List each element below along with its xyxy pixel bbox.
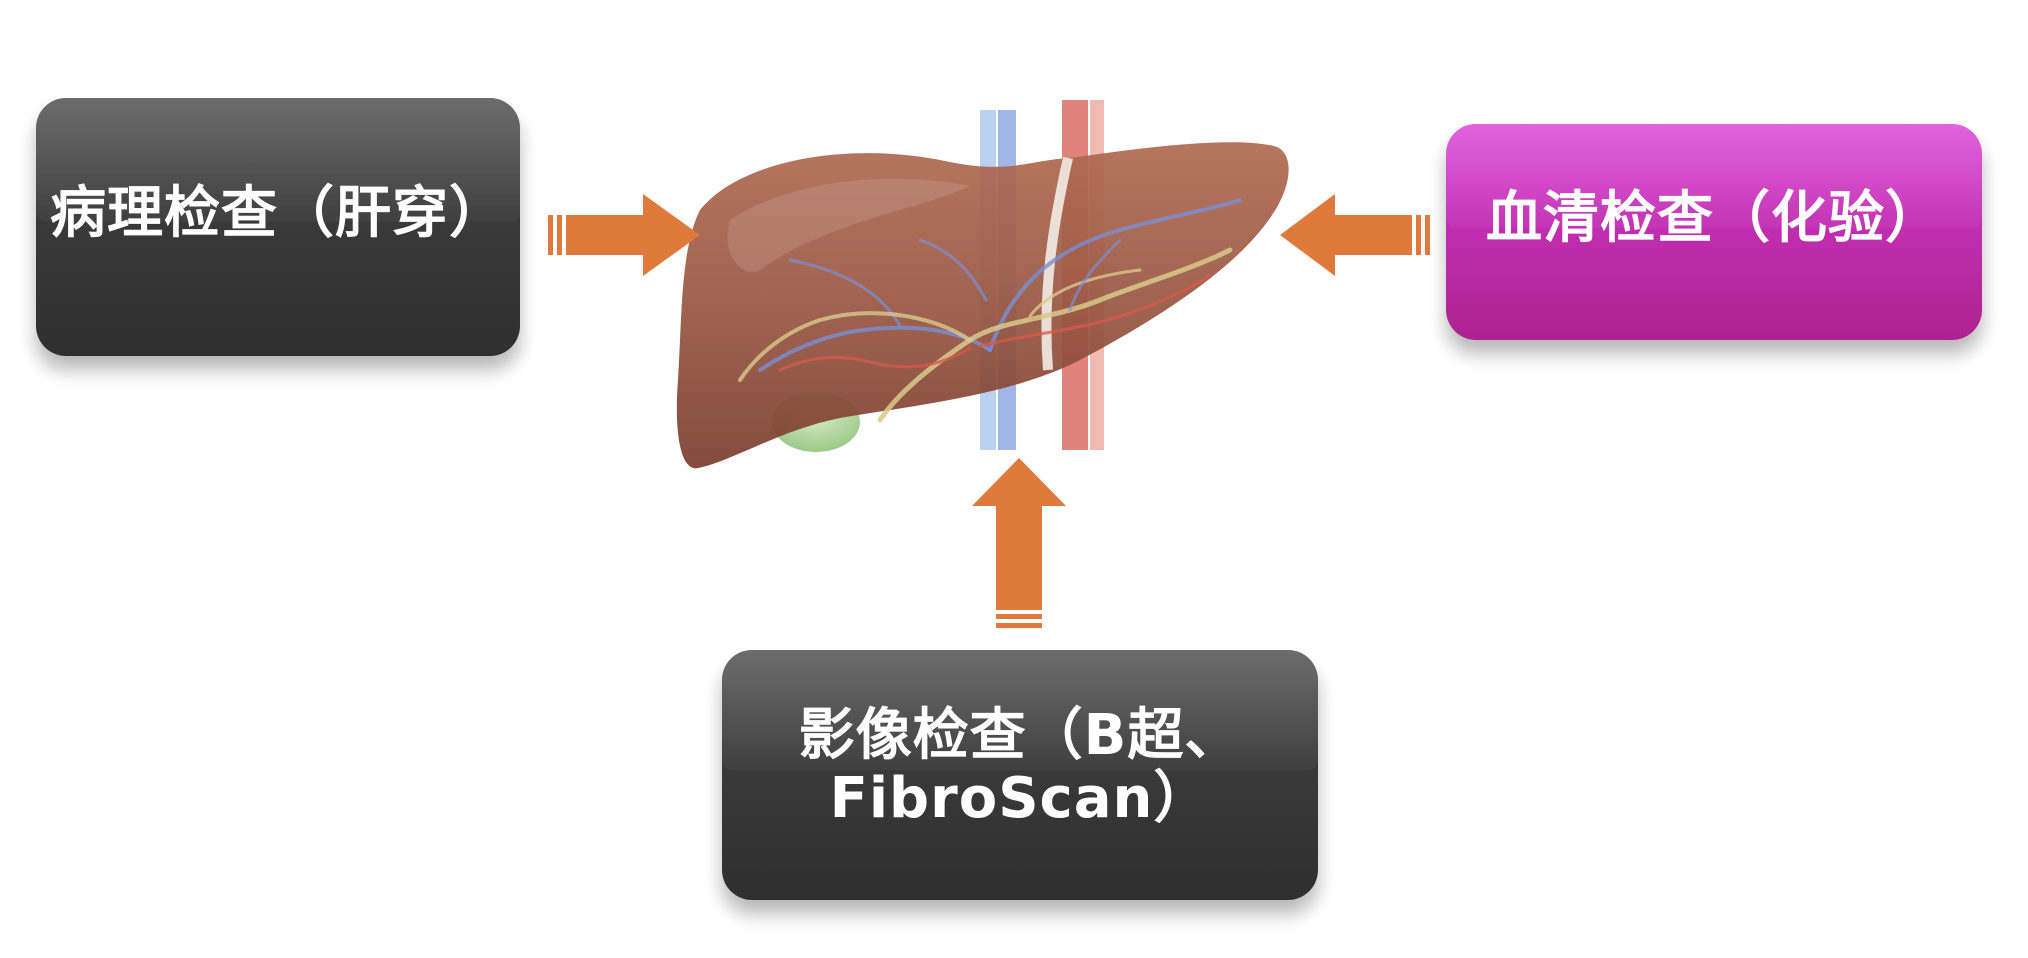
pathology-exam-label: 病理检查（肝穿）: [50, 180, 506, 246]
pathology-exam-box: 病理检查（肝穿）: [36, 98, 520, 356]
imaging-exam-label-line2: FibroScan）: [829, 766, 1211, 831]
arrow-up-icon: [972, 458, 1066, 628]
imaging-exam-box: 影像检查（B超、 FibroScan）: [722, 650, 1318, 900]
liver-illustration: [676, 100, 1289, 469]
imaging-exam-label-line1: 影像检查（B超、: [798, 703, 1242, 769]
arrow-right-icon: [548, 194, 700, 276]
imaging-exam-label: 影像检查（B超、 FibroScan）: [799, 705, 1242, 830]
serum-exam-box: 血清检查（化验）: [1446, 124, 1982, 340]
arrow-left-icon: [1280, 194, 1430, 276]
serum-exam-label: 血清检查（化验）: [1486, 185, 1942, 251]
